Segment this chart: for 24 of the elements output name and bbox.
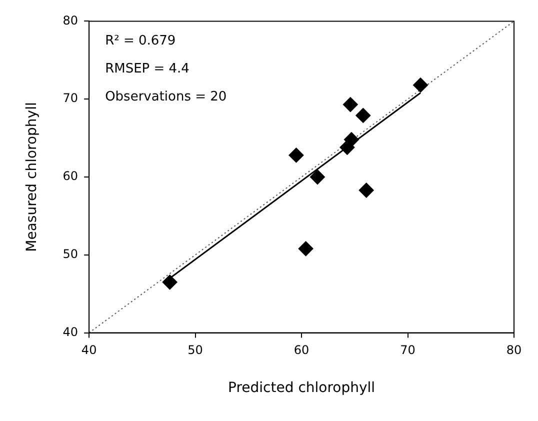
point	[344, 132, 359, 148]
x-axis-title: Predicted chlorophyll	[228, 380, 376, 396]
point	[342, 97, 358, 112]
x-tick-label: 50	[188, 343, 203, 358]
point	[288, 148, 304, 163]
y-axis-title: Measured chlorophyll	[24, 102, 40, 252]
x-tick-label: 70	[400, 343, 416, 358]
y-tick-label: 50	[62, 247, 78, 262]
y-tick-label: 70	[62, 91, 78, 106]
annotation: RMSEP = 4.4	[105, 62, 190, 77]
annotation: R² = 0.679	[105, 34, 176, 49]
point	[358, 182, 374, 198]
x-tick-label: 60	[294, 343, 310, 358]
x-tick-label: 80	[506, 343, 522, 358]
y-tick-label: 80	[62, 13, 78, 28]
point	[310, 170, 325, 184]
point	[356, 108, 371, 123]
x-tick-label: 40	[81, 343, 97, 358]
point	[298, 241, 314, 256]
point	[162, 274, 178, 290]
y-tick-label: 60	[62, 169, 78, 184]
point	[413, 78, 428, 93]
annotation: Observations = 20	[105, 90, 227, 105]
y-tick-label: 40	[62, 324, 78, 339]
